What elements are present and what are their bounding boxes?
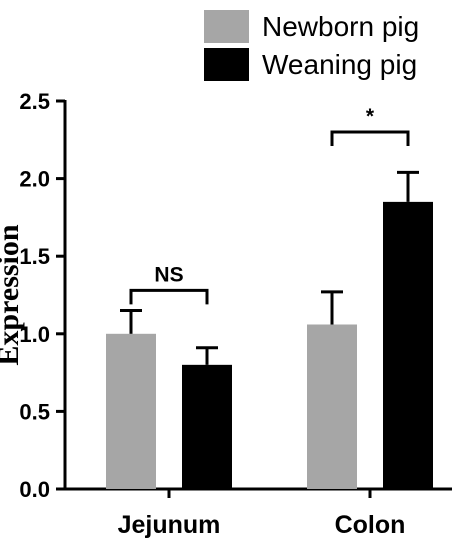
x-category-label-1: Colon [335,511,406,539]
bar-newborn-pig-jejunum [106,333,156,489]
axes: 0.0 0.5 1.0 1.5 2.0 2.5 [19,89,452,502]
category-labels: Jejunum Colon [118,511,406,539]
y-tick-label-2: 1.0 [19,322,50,347]
error-bars [120,170,419,365]
bar-weaning-pig-jejunum [182,364,232,489]
y-axis-label-group: Expression [0,224,25,365]
legend-swatch-0 [204,10,249,43]
significance-bracket-0 [129,288,209,305]
y-tick-label-5: 2.5 [19,89,50,114]
y-tick-label-1: 0.5 [19,399,50,424]
significance-annotations: NS * [129,105,410,305]
y-tick-label-3: 1.5 [19,244,50,269]
bars [106,201,433,489]
y-axis-label: Expression [0,224,25,365]
significance-bracket-1 [330,130,410,147]
y-tick-label-0: 0.0 [19,477,50,502]
legend-label-1: Weaning pig [262,49,417,80]
significance-label-0: NS [154,263,183,286]
legend: Newborn pig Weaning pig [204,10,419,81]
significance-label-1: * [366,105,375,128]
y-tick-label-4: 2.0 [19,167,50,192]
bar-newborn-pig-colon [307,324,357,489]
legend-label-0: Newborn pig [262,11,419,42]
x-category-label-0: Jejunum [118,511,221,539]
legend-swatch-1 [204,48,249,81]
bar-weaning-pig-colon [383,201,433,489]
